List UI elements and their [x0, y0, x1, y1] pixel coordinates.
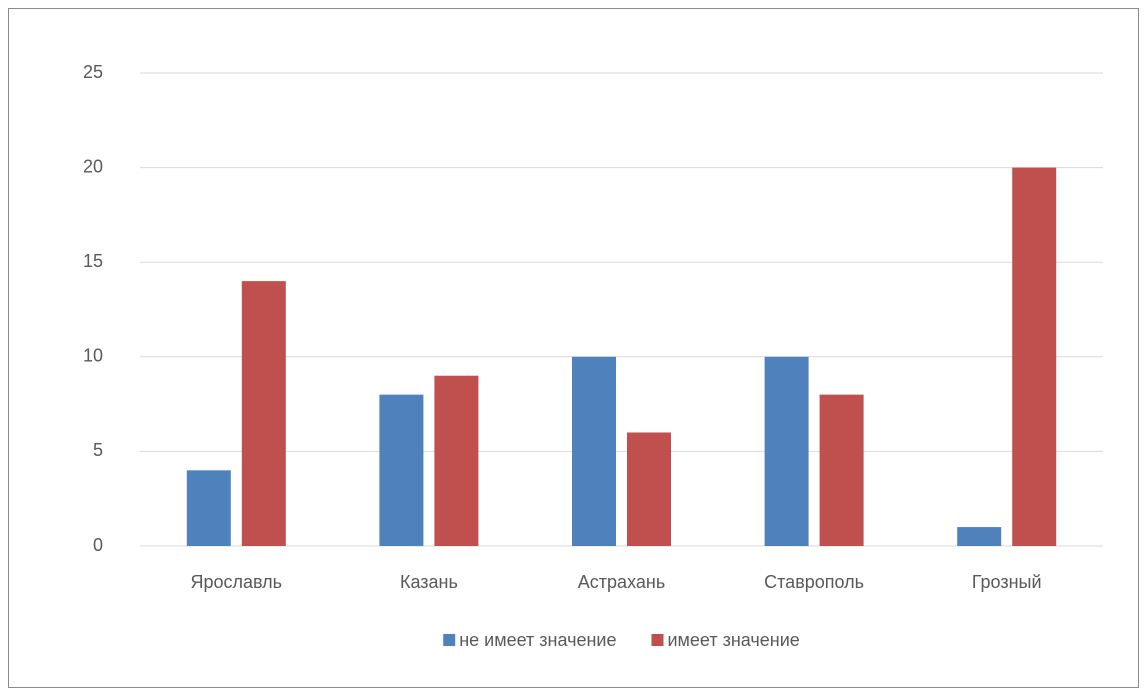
y-tick-label: 5	[93, 440, 103, 460]
legend-label: не имеет значение	[459, 630, 616, 650]
bar	[819, 394, 864, 546]
bar	[764, 356, 809, 546]
bar	[627, 432, 671, 546]
bar	[379, 394, 424, 546]
bar	[186, 470, 231, 546]
bar	[572, 356, 616, 546]
bar	[1012, 167, 1057, 546]
bar	[957, 527, 1002, 546]
chart-border	[8, 8, 1139, 688]
x-tick-label: Ставрополь	[764, 572, 864, 592]
legend-swatch	[651, 634, 664, 646]
legend-label: имеет значение	[667, 630, 799, 650]
y-tick-label: 10	[83, 346, 103, 366]
y-tick-label: 0	[93, 535, 103, 555]
legend-swatch	[443, 634, 456, 646]
y-tick-label: 20	[83, 156, 103, 176]
y-tick-label: 15	[83, 251, 103, 271]
x-tick-label: Астрахань	[578, 572, 665, 592]
x-tick-label: Казань	[400, 572, 458, 592]
bar	[434, 375, 479, 546]
x-tick-label: Грозный	[972, 572, 1042, 592]
bar	[241, 281, 286, 546]
x-tick-label: Ярославль	[191, 572, 283, 592]
y-tick-label: 25	[83, 62, 103, 82]
